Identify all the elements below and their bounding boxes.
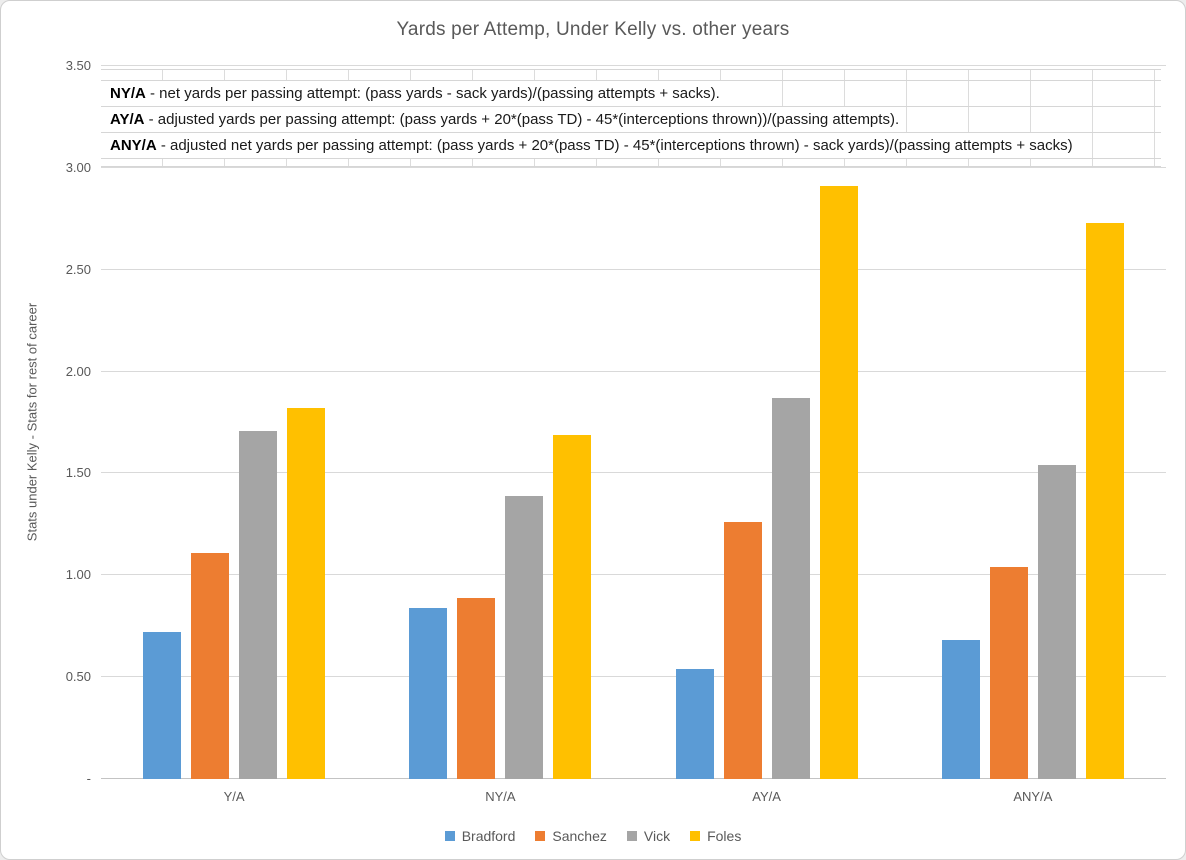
legend-item-bradford: Bradford bbox=[444, 828, 516, 844]
y-tick-label: 3.00 bbox=[65, 159, 91, 175]
bar-bradford-nya bbox=[409, 607, 448, 779]
bar-sanchez-aya bbox=[723, 522, 762, 779]
legend-swatch-icon bbox=[444, 831, 455, 841]
x-category-label: AY/A bbox=[752, 789, 781, 804]
y-tick-label: 0.50 bbox=[65, 669, 91, 685]
bar-vick-aya bbox=[771, 398, 810, 779]
bar-bradford-ya bbox=[143, 632, 182, 779]
bar-group-nya bbox=[367, 66, 633, 779]
y-tick-label: - bbox=[86, 771, 91, 786]
definition-row: NY/A - net yards per passing attempt: (p… bbox=[101, 81, 1161, 107]
legend-item-foles: Foles bbox=[690, 828, 741, 844]
legend-swatch-icon bbox=[690, 831, 701, 841]
definition-term: ANY/A bbox=[110, 137, 157, 154]
y-tick-label: 2.00 bbox=[65, 363, 91, 379]
gridline bbox=[101, 166, 1166, 168]
y-tick-label: 3.50 bbox=[65, 58, 91, 73]
gridline bbox=[101, 370, 1166, 372]
legend-label: Bradford bbox=[461, 828, 516, 844]
definition-term: NY/A bbox=[110, 85, 146, 102]
bar-foles-nya bbox=[553, 434, 592, 779]
x-category-label: NY/A bbox=[485, 789, 516, 804]
gridline bbox=[101, 676, 1166, 678]
definitions-box: NY/A - net yards per passing attempt: (p… bbox=[101, 69, 1161, 167]
legend-label: Foles bbox=[707, 828, 742, 844]
gridline bbox=[101, 472, 1166, 474]
bar-foles-ya bbox=[287, 408, 326, 779]
chart-title: Yards per Attemp, Under Kelly vs. other … bbox=[396, 19, 790, 40]
defs-spacer-row bbox=[101, 159, 1161, 167]
bar-bradford-aya bbox=[675, 669, 714, 779]
bar-vick-ya bbox=[239, 430, 278, 779]
plot-area bbox=[101, 65, 1166, 779]
bar-vick-nya bbox=[505, 495, 544, 779]
bar-sanchez-anya bbox=[989, 567, 1028, 779]
definition-term: AY/A bbox=[110, 111, 145, 128]
gridline bbox=[101, 268, 1166, 270]
definition-row: AY/A - adjusted yards per passing attemp… bbox=[101, 107, 1161, 133]
y-axis-title: Stats under Kelly - Stats for rest of ca… bbox=[24, 302, 40, 542]
bar-vick-anya bbox=[1037, 465, 1076, 779]
bar-group-anya bbox=[900, 66, 1166, 779]
definition-row: ANY/A - adjusted net yards per passing a… bbox=[101, 133, 1161, 159]
bar-group-aya bbox=[634, 66, 900, 779]
x-category-label: Y/A bbox=[223, 789, 245, 804]
bar-foles-anya bbox=[1085, 222, 1124, 779]
bar-sanchez-nya bbox=[457, 597, 496, 779]
bar-foles-aya bbox=[819, 186, 858, 779]
bar-bradford-anya bbox=[941, 640, 980, 779]
legend-label: Sanchez bbox=[552, 828, 607, 844]
y-tick-label: 1.50 bbox=[65, 465, 91, 481]
definition-text: NY/A - net yards per passing attempt: (p… bbox=[101, 81, 726, 106]
legend-swatch-icon bbox=[535, 831, 546, 841]
x-category-label: ANY/A bbox=[1013, 789, 1053, 804]
legend: Bradford Sanchez Vick Foles bbox=[1, 828, 1185, 844]
gridline bbox=[101, 65, 1166, 66]
definition-text: AY/A - adjusted yards per passing attemp… bbox=[101, 107, 906, 132]
definition-text: ANY/A - adjusted net yards per passing a… bbox=[101, 133, 1079, 158]
y-tick-label: 1.00 bbox=[65, 567, 91, 583]
y-tick-label: 2.50 bbox=[65, 261, 91, 277]
bar-sanchez-ya bbox=[191, 552, 230, 779]
legend-item-sanchez: Sanchez bbox=[535, 828, 607, 844]
legend-item-vick: Vick bbox=[626, 828, 671, 844]
legend-swatch-icon bbox=[626, 831, 637, 841]
gridline bbox=[101, 574, 1166, 576]
legend-label: Vick bbox=[643, 828, 671, 844]
x-axis-line bbox=[101, 778, 1166, 779]
bar-group-ya bbox=[101, 66, 367, 779]
defs-spacer-row bbox=[101, 70, 1161, 81]
